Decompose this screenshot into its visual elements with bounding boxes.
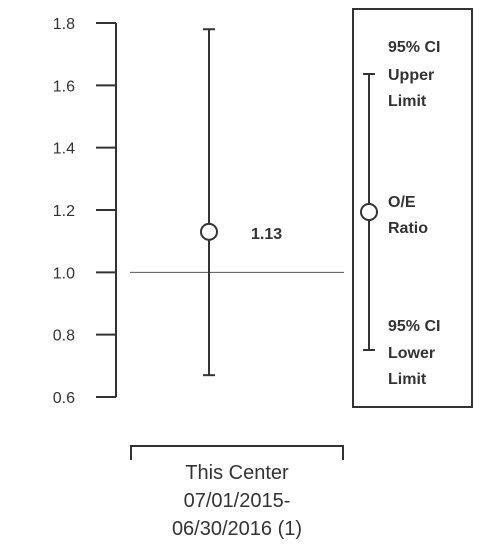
legend-box	[352, 8, 473, 408]
category-label-line-3: 06/30/2016 (1)	[172, 518, 302, 540]
legend-ratio-line-1: O/E	[388, 194, 416, 211]
y-tick-label: 1.0	[53, 265, 75, 282]
y-tick-label: 1.6	[53, 78, 75, 95]
category-label: This Center 07/01/2015- 06/30/2016 (1)	[172, 462, 302, 540]
legend: 95% CI Upper Limit O/E Ratio 95% CI Lowe…	[352, 8, 473, 408]
y-ticks: 1.8 1.6 1.4 1.2 1.0 0.8 0.6	[53, 16, 116, 407]
data-series: 1.13	[200, 28, 282, 377]
y-tick-label: 1.2	[53, 203, 75, 220]
category-bracket	[130, 445, 344, 460]
legend-upper-line-2: Upper	[388, 67, 434, 84]
category-label-line-2: 07/01/2015-	[184, 490, 291, 512]
category-bracket-line	[130, 445, 344, 460]
y-tick-label: 1.8	[53, 16, 75, 33]
legend-ratio-line-2: Ratio	[388, 220, 428, 237]
legend-lower-line-3: Limit	[388, 371, 427, 388]
legend-lower-line-2: Lower	[388, 345, 435, 362]
ratio-value-label: 1.13	[251, 226, 282, 243]
ratio-marker	[200, 222, 218, 241]
legend-upper-line-1: 95% CI	[388, 39, 440, 56]
legend-ratio-marker	[360, 203, 378, 221]
y-tick-label: 0.8	[53, 328, 75, 345]
legend-lower-line-1: 95% CI	[388, 318, 440, 335]
y-tick-label: 0.6	[53, 390, 75, 407]
category-label-line-1: This Center	[185, 462, 289, 484]
y-tick-label: 1.4	[53, 141, 75, 158]
legend-upper-line-3: Limit	[388, 93, 427, 110]
y-axis: 1.8 1.6 1.4 1.2 1.0 0.8 0.6	[53, 16, 117, 407]
